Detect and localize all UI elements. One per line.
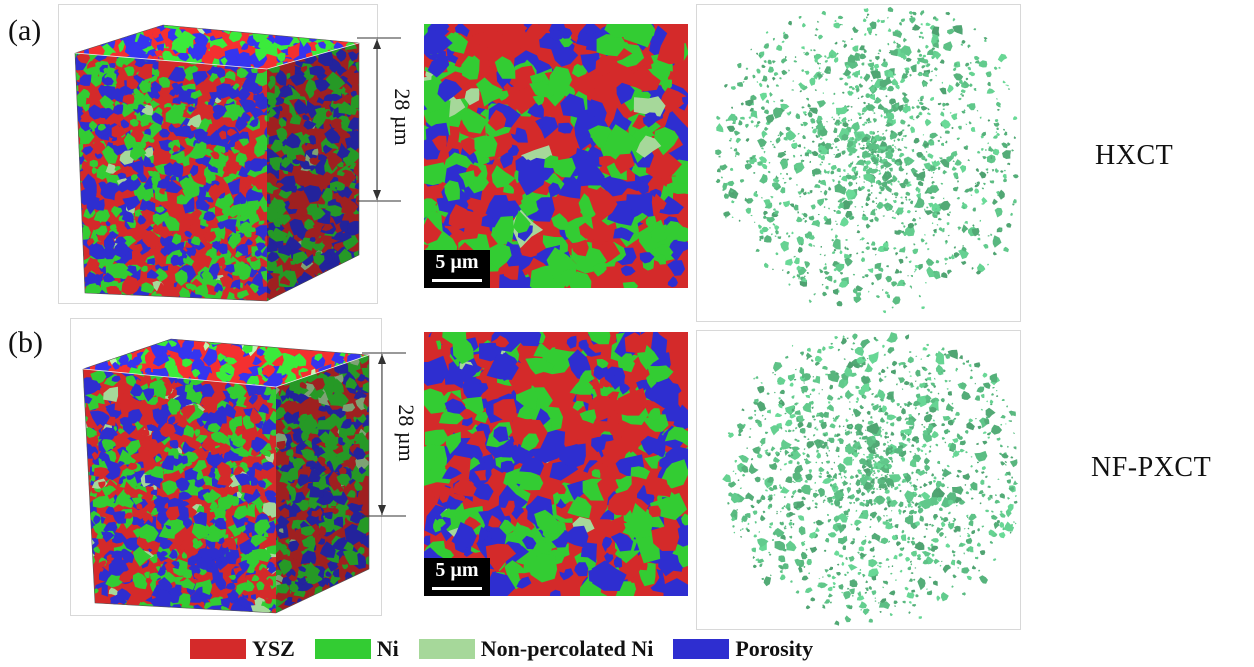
render-3d-b: [696, 330, 1021, 630]
technique-label-a: HXCT: [1095, 140, 1174, 171]
cube-a: [74, 24, 360, 302]
scale-bar-a: 5 µm: [424, 250, 490, 288]
cube-view-b: [70, 318, 382, 616]
legend-item-ysz: YSZ: [190, 636, 295, 662]
scale-bar-b: 5 µm: [424, 558, 490, 596]
dimension-arrow-b: [362, 352, 406, 517]
slice-a: 5 µm: [424, 24, 688, 288]
panel-label-a: (a): [8, 14, 42, 47]
legend: YSZ Ni Non-percolated Ni Porosity: [190, 636, 813, 662]
render-3d-a: [696, 4, 1021, 322]
technique-label-b: NF-PXCT: [1091, 452, 1212, 483]
dimension-arrow-a: [357, 37, 401, 202]
cube-view-a: [58, 4, 378, 304]
legend-swatch-non-percolated-ni: [418, 639, 475, 659]
scale-bar-label-a: 5 µm: [435, 251, 479, 273]
panel-label-b: (b): [8, 326, 43, 359]
slice-b: 5 µm: [424, 332, 688, 596]
cube-b: [82, 338, 370, 614]
legend-swatch-ni: [314, 639, 371, 659]
legend-item-non-percolated-ni: Non-percolated Ni: [418, 636, 653, 662]
legend-swatch-porosity: [673, 639, 730, 659]
legend-item-ni: Ni: [314, 636, 399, 662]
legend-item-porosity: Porosity: [673, 636, 813, 662]
dimension-label-b: 28 µm: [394, 404, 419, 462]
scale-bar-label-b: 5 µm: [435, 559, 479, 581]
legend-swatch-ysz: [190, 639, 246, 659]
dimension-label-a: 28 µm: [390, 88, 415, 146]
